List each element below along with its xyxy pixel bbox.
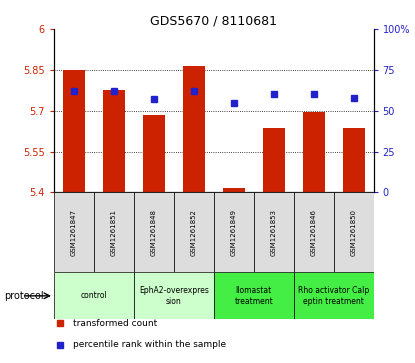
- Text: GSM1261850: GSM1261850: [351, 209, 356, 256]
- Bar: [134, 192, 174, 272]
- Bar: [223, 188, 245, 192]
- Text: GSM1261849: GSM1261849: [231, 209, 237, 256]
- Text: GSM1261848: GSM1261848: [151, 209, 157, 256]
- Bar: [54, 272, 134, 319]
- Text: GSM1261847: GSM1261847: [71, 209, 77, 256]
- Text: GSM1261852: GSM1261852: [191, 209, 197, 256]
- Bar: [214, 272, 294, 319]
- Bar: [294, 272, 374, 319]
- Bar: [183, 66, 205, 192]
- Bar: [254, 192, 294, 272]
- Bar: [303, 112, 325, 192]
- Text: Ilomastat
treatment: Ilomastat treatment: [234, 286, 273, 306]
- Bar: [342, 129, 364, 192]
- Bar: [174, 192, 214, 272]
- Text: EphA2-overexpres
sion: EphA2-overexpres sion: [139, 286, 209, 306]
- Bar: [294, 192, 334, 272]
- Bar: [134, 272, 214, 319]
- Text: transformed count: transformed count: [73, 319, 157, 327]
- Text: protocol: protocol: [4, 291, 44, 301]
- Bar: [54, 192, 94, 272]
- Bar: [143, 115, 165, 192]
- Title: GDS5670 / 8110681: GDS5670 / 8110681: [150, 15, 277, 28]
- Text: control: control: [81, 291, 107, 300]
- Text: GSM1261846: GSM1261846: [310, 209, 317, 256]
- Bar: [214, 192, 254, 272]
- Text: percentile rank within the sample: percentile rank within the sample: [73, 340, 226, 349]
- Text: GSM1261851: GSM1261851: [111, 209, 117, 256]
- Text: GSM1261853: GSM1261853: [271, 209, 277, 256]
- Bar: [263, 129, 285, 192]
- Bar: [94, 192, 134, 272]
- Text: Rho activator Calp
eptin treatment: Rho activator Calp eptin treatment: [298, 286, 369, 306]
- Bar: [334, 192, 374, 272]
- Bar: [103, 90, 125, 192]
- Bar: [63, 70, 85, 192]
